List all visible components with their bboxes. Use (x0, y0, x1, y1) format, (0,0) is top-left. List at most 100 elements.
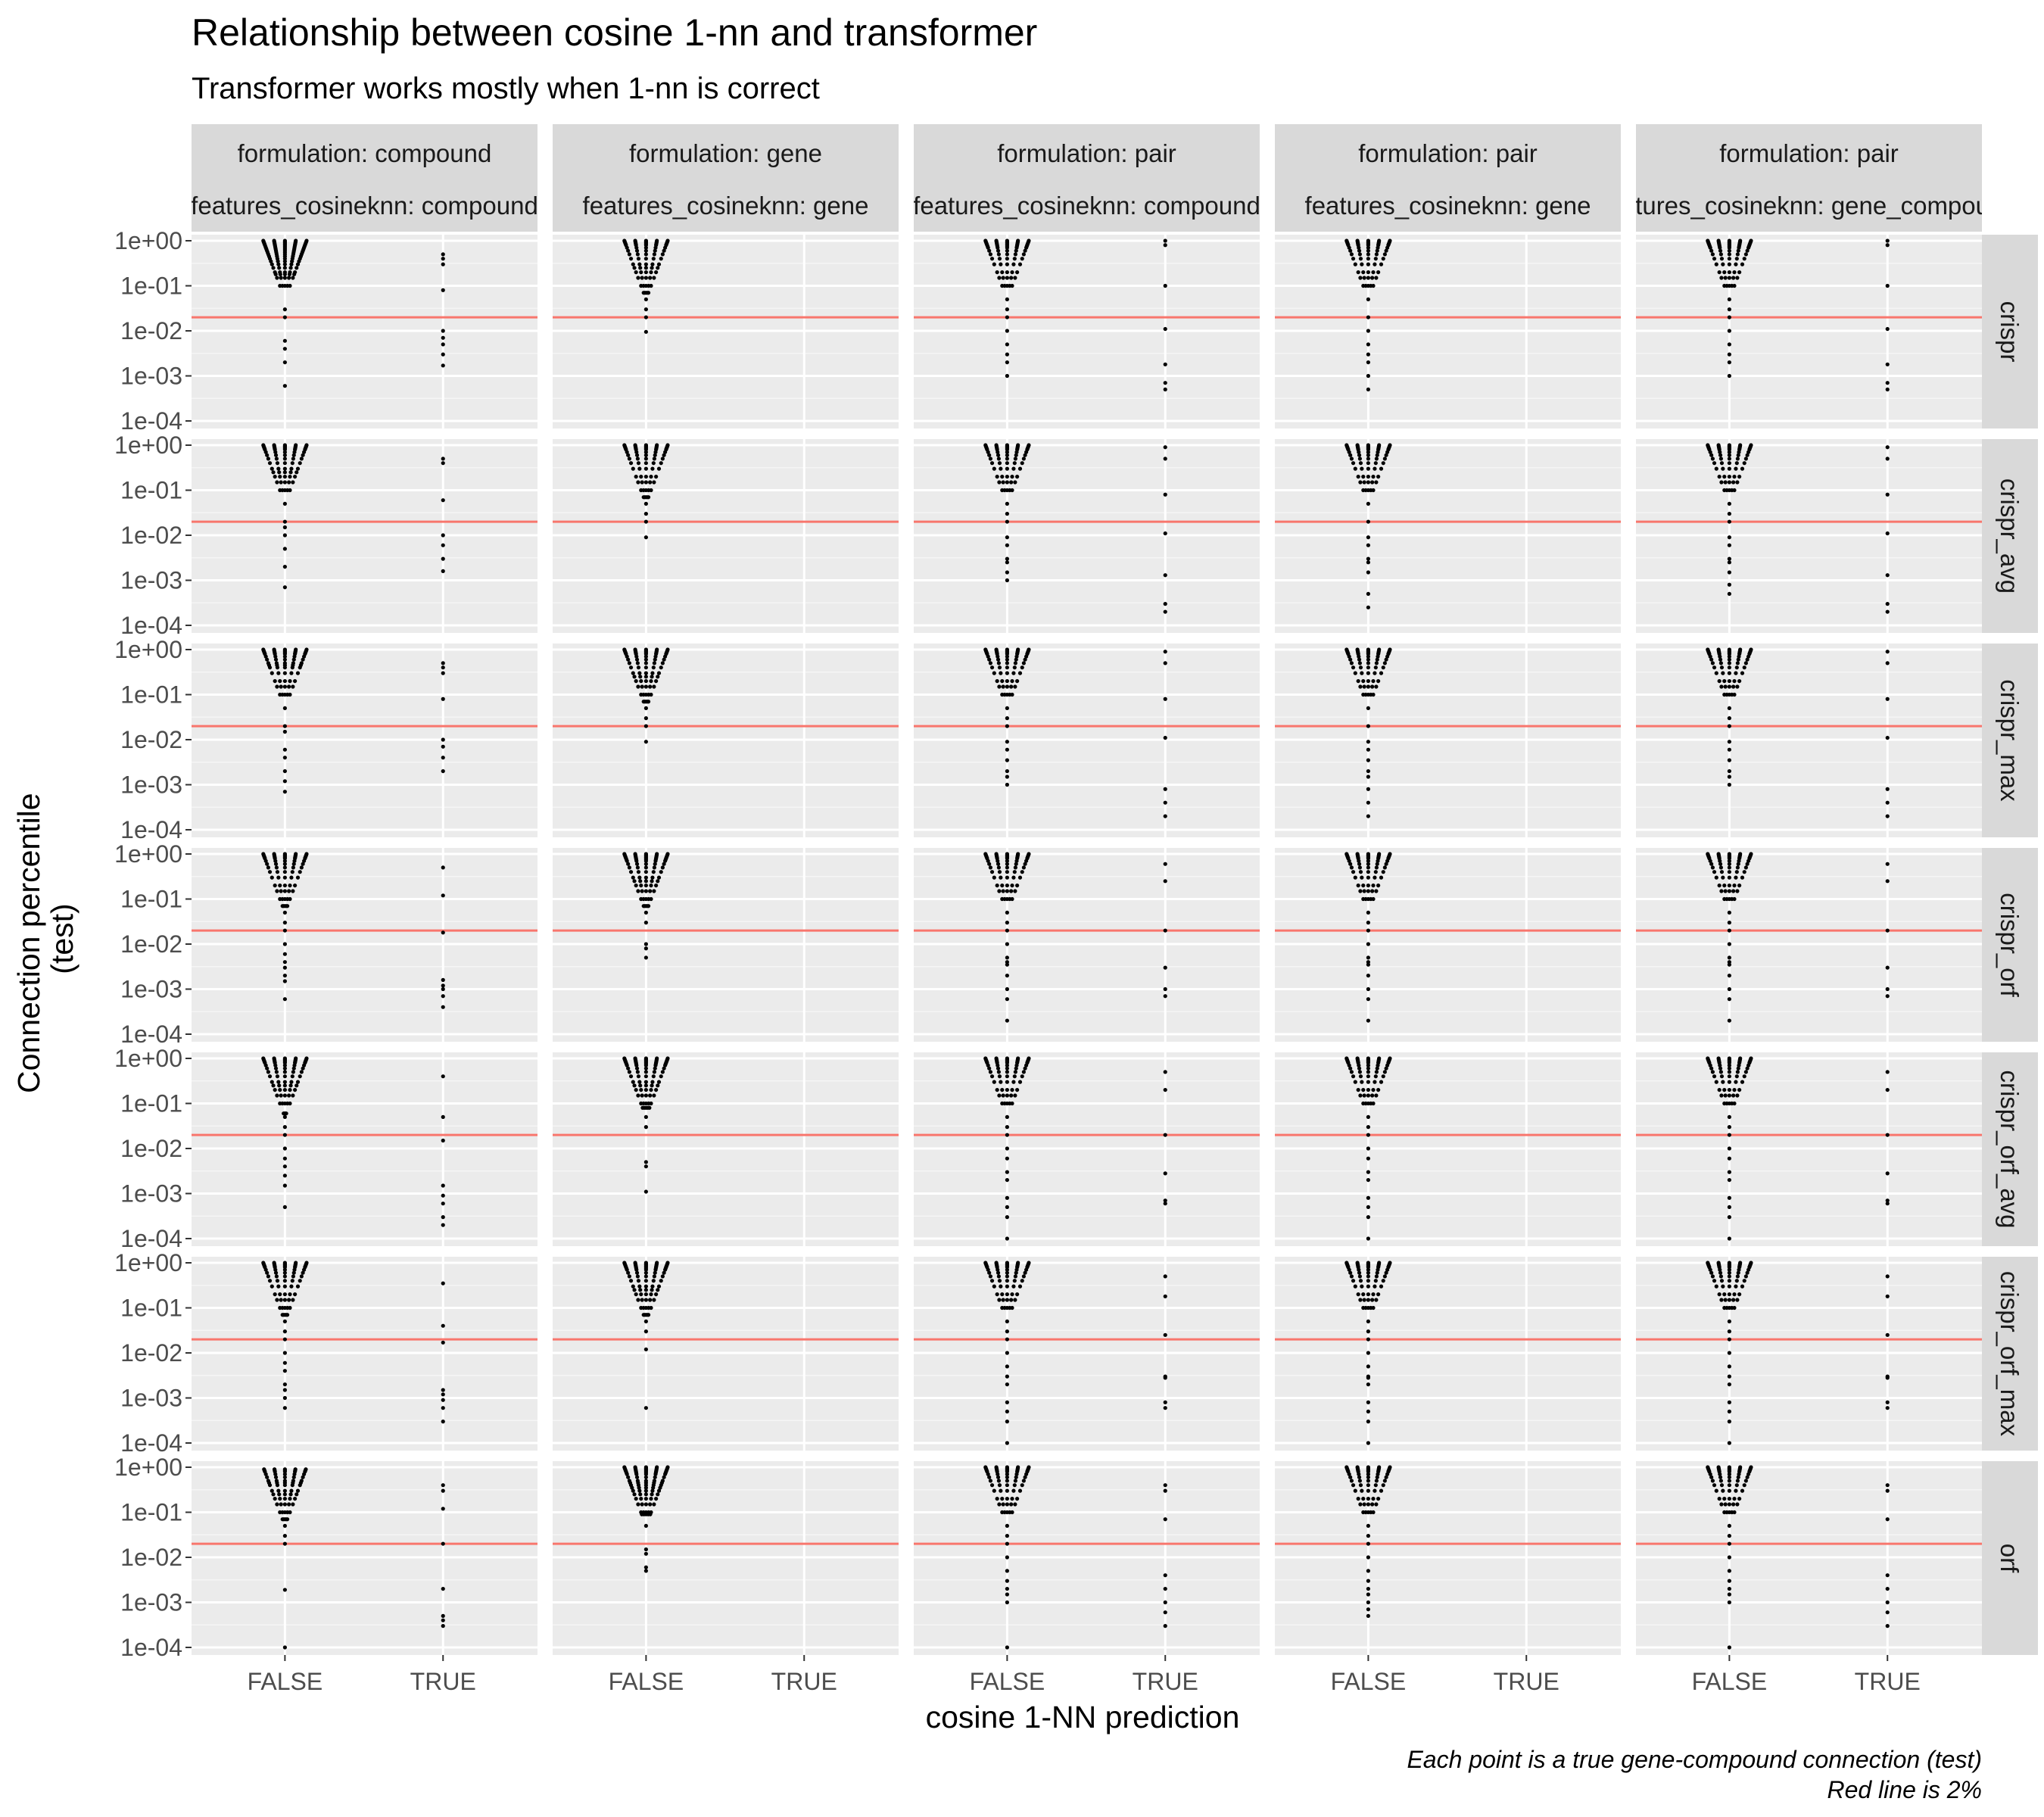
data-point (1005, 1400, 1009, 1404)
data-point (1005, 928, 1009, 933)
data-point (291, 657, 296, 662)
data-point (282, 952, 287, 956)
data-point (1356, 270, 1360, 275)
data-point (1005, 716, 1009, 721)
data-point (1366, 955, 1370, 960)
data-point (1163, 1332, 1167, 1337)
column-strip-formulation: formulation: pair (997, 139, 1176, 167)
data-point (1727, 997, 1731, 1002)
data-point (1727, 1066, 1731, 1071)
data-point (1370, 276, 1375, 280)
data-point (1163, 457, 1167, 461)
data-point (282, 266, 287, 270)
data-point (643, 1083, 648, 1088)
data-point (288, 1496, 292, 1501)
data-point (643, 1475, 648, 1479)
data-point (1727, 1093, 1731, 1098)
data-point (1011, 1284, 1016, 1289)
data-point (275, 870, 280, 874)
data-point (643, 1292, 648, 1297)
data-point (1005, 457, 1009, 461)
data-point (1010, 283, 1014, 288)
data-point (441, 288, 445, 292)
data-point (1714, 1080, 1718, 1084)
data-point (276, 671, 281, 675)
data-point (987, 657, 992, 662)
data-point (1736, 1270, 1740, 1275)
data-point (653, 1270, 657, 1275)
data-point (1727, 1177, 1731, 1183)
data-point (643, 862, 648, 866)
data-point (1385, 654, 1390, 659)
data-point (989, 870, 995, 874)
data-point (1709, 1475, 1714, 1479)
data-point (1163, 609, 1167, 614)
data-point (1163, 381, 1167, 385)
row-strip (1982, 1052, 2038, 1246)
data-point (441, 457, 445, 461)
data-point (265, 453, 270, 457)
data-point (1718, 1274, 1724, 1279)
data-point (1737, 654, 1741, 659)
data-point (1010, 270, 1014, 275)
data-point (1719, 480, 1724, 485)
data-point (651, 257, 656, 261)
data-point (1732, 1510, 1737, 1515)
data-point (1381, 870, 1385, 874)
data-point (1005, 1063, 1009, 1067)
data-point (1722, 1087, 1727, 1092)
data-point (639, 883, 643, 888)
row-strip-label: crispr (1996, 301, 2024, 363)
data-point (282, 262, 287, 266)
data-point (1373, 875, 1377, 880)
data-point (1721, 875, 1725, 880)
y-tick-label: 1e-04 (120, 1429, 182, 1457)
data-point (1740, 262, 1745, 266)
data-point (643, 1087, 648, 1092)
data-point (656, 1083, 660, 1088)
data-point (1727, 1488, 1731, 1493)
data-point (1740, 875, 1745, 880)
data-point (1727, 758, 1731, 762)
data-point (263, 1472, 268, 1476)
data-point (643, 883, 648, 888)
data-point (1005, 997, 1009, 1002)
data-point (1371, 474, 1376, 479)
data-point (282, 1292, 287, 1297)
data-point (656, 1080, 662, 1084)
data-point (1709, 453, 1714, 457)
data-point (1005, 774, 1009, 779)
data-point (1163, 986, 1167, 992)
data-point (1885, 243, 1890, 248)
data-point (1001, 1298, 1005, 1302)
data-point (287, 684, 291, 689)
data-point (1357, 1063, 1361, 1067)
data-point (282, 272, 287, 276)
data-point (1351, 1279, 1356, 1283)
data-point (1727, 1374, 1731, 1379)
data-point (1737, 883, 1742, 888)
data-point (1735, 1298, 1740, 1302)
data-point (1727, 1292, 1731, 1297)
data-point (997, 257, 1002, 261)
data-point (1348, 1066, 1353, 1071)
data-point (1005, 1541, 1009, 1546)
data-point (287, 1093, 291, 1098)
data-point (1366, 1483, 1370, 1488)
data-point (1366, 684, 1370, 689)
data-point (640, 1093, 644, 1098)
data-point (1719, 870, 1725, 874)
data-point (650, 266, 654, 270)
data-point (1013, 1298, 1017, 1302)
data-point (635, 1070, 640, 1074)
data-point (274, 457, 279, 461)
data-point (1385, 245, 1390, 250)
data-point (631, 875, 635, 880)
data-point (1736, 1066, 1740, 1071)
data-point (288, 283, 292, 288)
data-point (1349, 1274, 1354, 1279)
data-point (1366, 543, 1370, 547)
data-point (1727, 1541, 1731, 1546)
data-point (1727, 1298, 1731, 1302)
data-point (277, 1492, 282, 1497)
